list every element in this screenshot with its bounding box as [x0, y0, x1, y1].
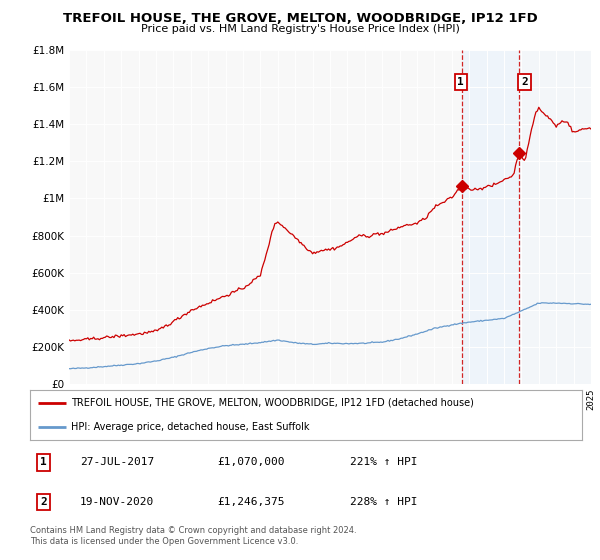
Text: £1,070,000: £1,070,000 — [218, 458, 285, 468]
Text: 27-JUL-2017: 27-JUL-2017 — [80, 458, 154, 468]
Text: 228% ↑ HPI: 228% ↑ HPI — [350, 497, 418, 507]
Text: TREFOIL HOUSE, THE GROVE, MELTON, WOODBRIDGE, IP12 1FD (detached house): TREFOIL HOUSE, THE GROVE, MELTON, WOODBR… — [71, 398, 474, 408]
Text: 221% ↑ HPI: 221% ↑ HPI — [350, 458, 418, 468]
Text: TREFOIL HOUSE, THE GROVE, MELTON, WOODBRIDGE, IP12 1FD: TREFOIL HOUSE, THE GROVE, MELTON, WOODBR… — [62, 12, 538, 25]
Bar — [520, 50, 591, 384]
Text: 1: 1 — [40, 458, 47, 468]
Bar — [462, 50, 520, 384]
Text: £1,246,375: £1,246,375 — [218, 497, 285, 507]
Text: Contains HM Land Registry data © Crown copyright and database right 2024.
This d: Contains HM Land Registry data © Crown c… — [30, 526, 356, 546]
Text: 19-NOV-2020: 19-NOV-2020 — [80, 497, 154, 507]
Text: 2: 2 — [521, 77, 528, 87]
Text: 1: 1 — [457, 77, 464, 87]
Text: 2: 2 — [40, 497, 47, 507]
Text: Price paid vs. HM Land Registry's House Price Index (HPI): Price paid vs. HM Land Registry's House … — [140, 24, 460, 34]
Text: HPI: Average price, detached house, East Suffolk: HPI: Average price, detached house, East… — [71, 422, 310, 432]
